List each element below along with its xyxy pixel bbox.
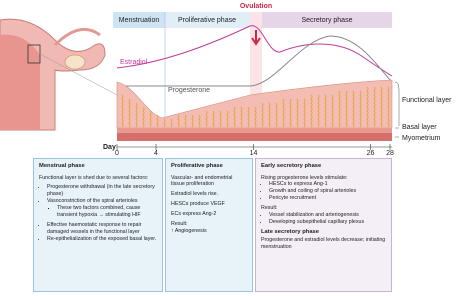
phase-label: Menstruation xyxy=(119,17,160,24)
gland xyxy=(268,102,271,128)
list-item: Growth and coiling of spiral arterioles xyxy=(269,188,386,195)
gland xyxy=(205,110,208,128)
gland xyxy=(366,86,369,128)
gland xyxy=(247,106,250,128)
list-item: HESCs to express Ang-1 xyxy=(269,181,386,188)
gland xyxy=(345,90,348,128)
diagram: Menstruation Proliferative phase Secreto… xyxy=(0,3,452,157)
info-box: Early secretory phase Rising progesteron… xyxy=(255,158,392,292)
gland xyxy=(170,118,173,128)
box-title: Early secretory phase xyxy=(261,163,322,169)
box-text: Estradiol levels rise. xyxy=(171,191,219,198)
gland xyxy=(282,98,285,128)
gland xyxy=(331,94,334,128)
gland xyxy=(289,98,292,128)
gland xyxy=(254,106,257,128)
list-item: Progesterone withdrawal (in the late sec… xyxy=(47,184,157,198)
gland xyxy=(275,102,278,128)
gland xyxy=(261,102,264,128)
tick-label: 0 xyxy=(115,150,119,157)
estradiol-curve xyxy=(116,25,393,77)
gland xyxy=(233,106,236,128)
ovulation-arrow xyxy=(251,30,261,46)
uterus-illustration xyxy=(0,18,118,131)
gland xyxy=(184,114,187,128)
hormone-label: Progesterone xyxy=(168,87,210,94)
hormone-label: Estradiol xyxy=(120,59,148,66)
gland xyxy=(352,90,355,128)
ovulation-label: Ovulation xyxy=(240,3,272,10)
phase-label: Secretory phase xyxy=(302,17,353,24)
tick-label: 14 xyxy=(250,150,258,157)
list-item: Developing subepithelial capillary plexu… xyxy=(269,219,386,226)
info-box: Proliferative phase Vascular- and endome… xyxy=(165,158,253,292)
gland xyxy=(317,94,320,128)
box-text: Progesterone and estradiol levels decrea… xyxy=(261,237,386,251)
gland xyxy=(156,114,159,128)
box-title: Proliferative phase xyxy=(171,163,223,169)
gland xyxy=(373,86,376,128)
list-item: Vessel stabilization and arteriogenesis xyxy=(269,212,386,219)
layer-label: Functional layer xyxy=(402,97,452,104)
gland xyxy=(135,102,138,128)
gland xyxy=(296,98,299,128)
phase-band xyxy=(262,12,392,28)
box-text: HESCs produce VEGF xyxy=(171,201,225,208)
box-text: Result: xyxy=(261,205,278,212)
box-title: Menstrual phase xyxy=(39,163,85,169)
info-box: Menstrual phase Functional layer is shed… xyxy=(33,158,163,292)
gland xyxy=(128,98,131,128)
layer-label: Basal layer xyxy=(402,124,437,131)
gland xyxy=(142,106,145,128)
myometrium xyxy=(117,133,392,141)
gland xyxy=(359,90,362,128)
box-text: Rising progesterone levels stimulate: xyxy=(261,174,348,181)
gland xyxy=(310,94,313,128)
gland xyxy=(198,114,201,128)
phase-band xyxy=(165,12,250,28)
day-ticks: 0 4 14 26 28 xyxy=(115,144,394,157)
box-text: ↑ Angiogenesis xyxy=(171,227,207,234)
list-item: Re-epithelialization of the exposed basa… xyxy=(47,236,157,243)
list-item: Effective haemostatic response to repair… xyxy=(47,222,157,236)
basal-layer xyxy=(117,128,392,133)
gland xyxy=(191,114,194,128)
gland xyxy=(121,94,124,128)
list: HESCs to express Ang-1 Growth and coilin… xyxy=(261,181,386,202)
sublist: These two factors combined, cause transi… xyxy=(47,205,157,219)
box-text: ECs express Ang-2 xyxy=(171,211,217,218)
layer-label: Myometrium xyxy=(402,135,441,142)
gland xyxy=(338,90,341,128)
list: Progesterone withdrawal (in the late sec… xyxy=(39,184,157,242)
phase-band xyxy=(113,12,165,28)
gland xyxy=(212,110,215,128)
list-item: Pericyte recruitment xyxy=(269,195,386,202)
box-text: Functional layer is shed due to several … xyxy=(39,174,149,181)
tick-label: 28 xyxy=(386,150,394,157)
gland xyxy=(324,94,327,128)
box-title: Late secretory phase xyxy=(261,228,319,235)
gland xyxy=(149,110,152,128)
box-text: Result: xyxy=(171,220,188,227)
gland xyxy=(303,98,306,128)
gland xyxy=(177,114,180,128)
gland xyxy=(380,86,383,128)
list-item: Vasoconstriction of the spiral arteriole… xyxy=(47,198,157,205)
gland xyxy=(387,86,390,128)
glands xyxy=(121,86,390,128)
gland xyxy=(240,106,243,128)
box-text: Vascular- and endometrial tissue prolife… xyxy=(171,174,233,188)
list-item: These two factors combined, cause transi… xyxy=(57,205,157,219)
progesterone-curve xyxy=(117,35,393,87)
list: Vessel stabilization and arteriogenesis … xyxy=(261,212,386,226)
axis-label: Day xyxy=(103,144,116,151)
gland xyxy=(219,110,222,128)
tick-label: 4 xyxy=(154,150,158,157)
gland xyxy=(226,110,229,128)
phase-label: Proliferative phase xyxy=(178,17,236,24)
gland xyxy=(163,118,166,128)
layer-bracket xyxy=(394,81,400,138)
tick-label: 26 xyxy=(367,150,375,157)
